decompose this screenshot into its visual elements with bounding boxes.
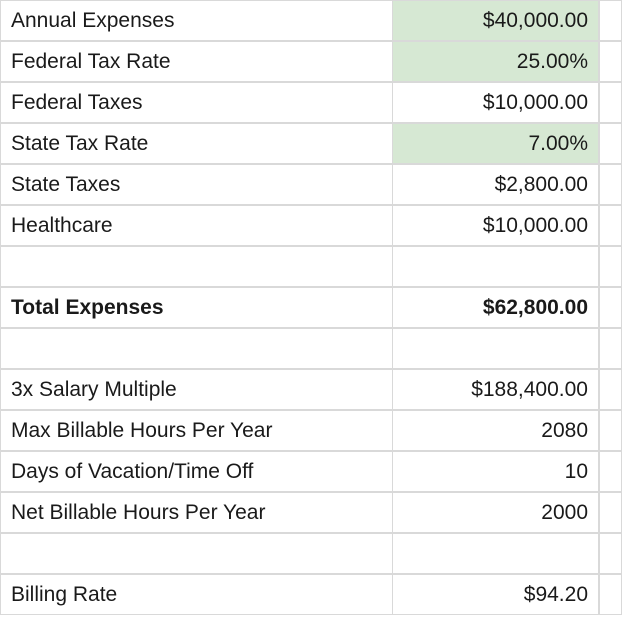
table-row	[0, 328, 622, 369]
table-row: Federal Taxes$10,000.00	[0, 82, 622, 123]
table-row: Max Billable Hours Per Year2080	[0, 410, 622, 451]
table-row: Healthcare$10,000.00	[0, 205, 622, 246]
row-label: Billing Rate	[0, 574, 392, 615]
row-value: $94.20	[392, 574, 599, 615]
row-label: State Tax Rate	[0, 123, 392, 164]
row-value	[392, 328, 599, 369]
row-label: Federal Tax Rate	[0, 41, 392, 82]
row-label: State Taxes	[0, 164, 392, 205]
row-value: 25.00%	[392, 41, 599, 82]
row-value: $2,800.00	[392, 164, 599, 205]
stub-cell	[599, 328, 622, 369]
row-label	[0, 533, 392, 574]
table-row: Annual Expenses$40,000.00	[0, 0, 622, 41]
row-value: $188,400.00	[392, 369, 599, 410]
row-value: 2000	[392, 492, 599, 533]
table-row: Billing Rate$94.20	[0, 574, 622, 615]
row-label: Days of Vacation/Time Off	[0, 451, 392, 492]
table-row: State Tax Rate7.00%	[0, 123, 622, 164]
table-row: Days of Vacation/Time Off10	[0, 451, 622, 492]
row-label: Annual Expenses	[0, 0, 392, 41]
row-label	[0, 328, 392, 369]
stub-cell	[599, 205, 622, 246]
row-value	[392, 246, 599, 287]
table-row: Total Expenses$62,800.00	[0, 287, 622, 328]
table-row: Net Billable Hours Per Year2000	[0, 492, 622, 533]
stub-cell	[599, 451, 622, 492]
stub-cell	[599, 410, 622, 451]
stub-cell	[599, 574, 622, 615]
row-label	[0, 246, 392, 287]
table-row	[0, 533, 622, 574]
row-value: $40,000.00	[392, 0, 599, 41]
table-row: Federal Tax Rate25.00%	[0, 41, 622, 82]
row-label: Healthcare	[0, 205, 392, 246]
row-value: $10,000.00	[392, 205, 599, 246]
expense-table: Annual Expenses$40,000.00Federal Tax Rat…	[0, 0, 622, 615]
row-value: 2080	[392, 410, 599, 451]
stub-cell	[599, 41, 622, 82]
row-value: 7.00%	[392, 123, 599, 164]
stub-cell	[599, 533, 622, 574]
stub-cell	[599, 287, 622, 328]
stub-cell	[599, 82, 622, 123]
table-row: State Taxes$2,800.00	[0, 164, 622, 205]
row-value: 10	[392, 451, 599, 492]
row-value: $10,000.00	[392, 82, 599, 123]
stub-cell	[599, 0, 622, 41]
stub-cell	[599, 369, 622, 410]
stub-cell	[599, 492, 622, 533]
row-label: Total Expenses	[0, 287, 392, 328]
row-value	[392, 533, 599, 574]
table-row: 3x Salary Multiple$188,400.00	[0, 369, 622, 410]
row-value: $62,800.00	[392, 287, 599, 328]
row-label: Max Billable Hours Per Year	[0, 410, 392, 451]
stub-cell	[599, 246, 622, 287]
row-label: Net Billable Hours Per Year	[0, 492, 392, 533]
row-label: 3x Salary Multiple	[0, 369, 392, 410]
stub-cell	[599, 164, 622, 205]
table-row	[0, 246, 622, 287]
row-label: Federal Taxes	[0, 82, 392, 123]
stub-cell	[599, 123, 622, 164]
